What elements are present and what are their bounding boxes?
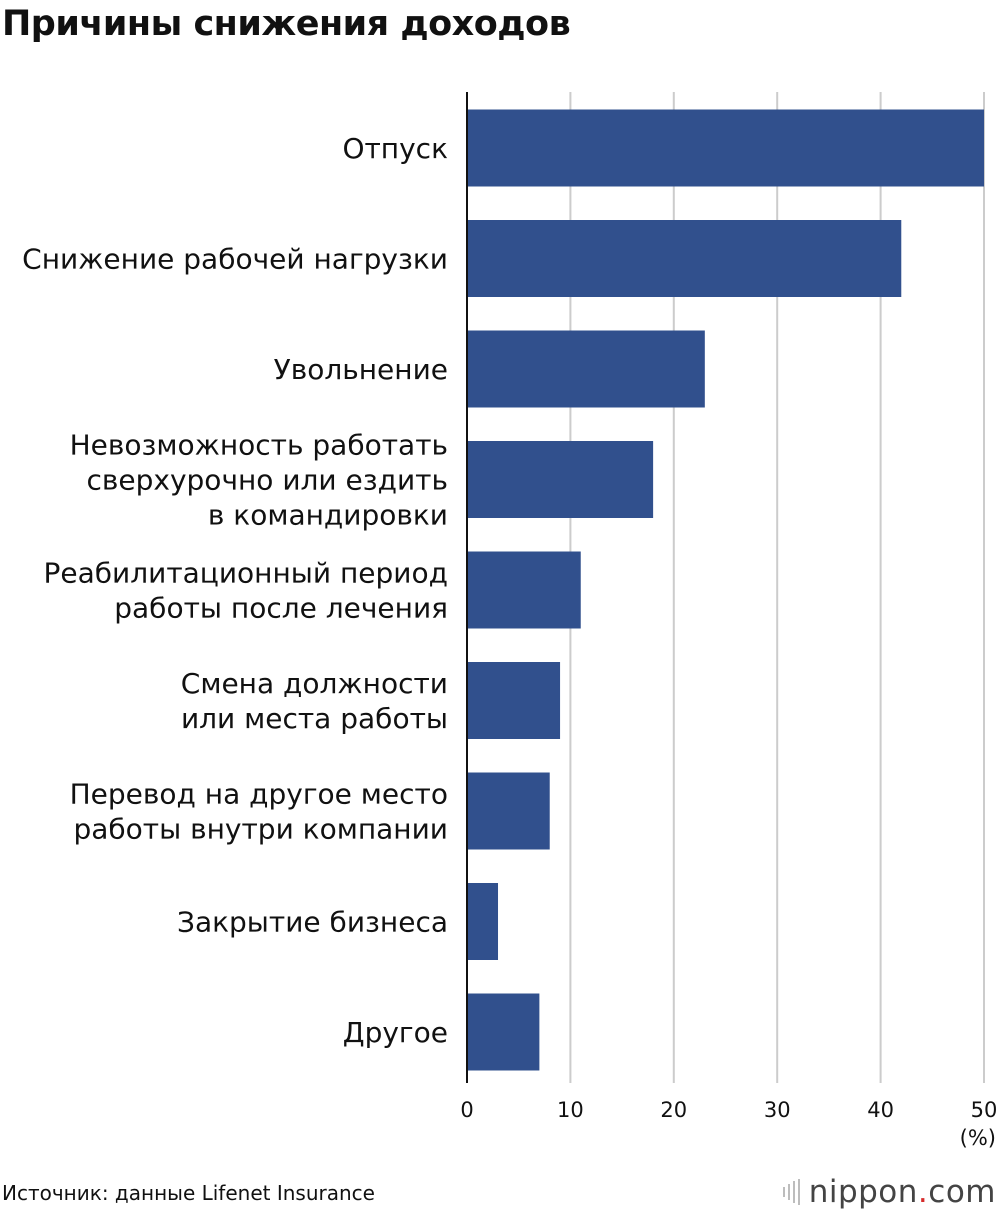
source-note: Источник: данные Lifenet Insurance bbox=[2, 1181, 375, 1205]
x-tick-label: 20 bbox=[660, 1098, 687, 1122]
x-tick-label: 30 bbox=[764, 1098, 791, 1122]
bar bbox=[467, 772, 550, 850]
nippon-logo: nippon. com bbox=[782, 1174, 996, 1210]
category-label: Невозможность работать сверхурочно или ез… bbox=[70, 429, 448, 532]
x-tick-label: 0 bbox=[460, 1098, 473, 1122]
category-label: Перевод на другое место работы внутри ком… bbox=[70, 778, 448, 846]
bar bbox=[467, 551, 581, 629]
bar bbox=[467, 993, 540, 1071]
bar bbox=[467, 662, 561, 739]
x-tick-label: 40 bbox=[867, 1098, 894, 1122]
logo-dot: . bbox=[917, 1174, 929, 1210]
x-unit-label: (%) bbox=[960, 1126, 996, 1150]
x-tick-label: 50 bbox=[971, 1098, 998, 1122]
nippon-bars-icon bbox=[782, 1179, 803, 1205]
logo-name: nippon bbox=[808, 1174, 918, 1210]
bars bbox=[467, 109, 984, 1071]
bar bbox=[467, 330, 705, 408]
category-labels: Отпуск Снижение рабочей нагрузки Увольнени… bbox=[22, 132, 448, 1049]
bar bbox=[467, 220, 902, 297]
bar bbox=[467, 109, 984, 187]
tick-labels: 0 10 20 30 40 50 (%) bbox=[460, 1098, 997, 1150]
bar-chart: Отпуск Снижение рабочей нагрузки Увольнени… bbox=[22, 92, 997, 1150]
category-label: Снижение рабочей нагрузки bbox=[22, 243, 448, 276]
category-label: Смена должности или места работы bbox=[181, 667, 448, 735]
bar bbox=[467, 441, 654, 518]
category-label: Другое bbox=[343, 1016, 448, 1049]
bar bbox=[467, 883, 499, 960]
chart-title: Причины снижения доходов bbox=[2, 4, 571, 44]
x-tick-label: 10 bbox=[557, 1098, 584, 1122]
logo-suffix: com bbox=[928, 1174, 996, 1210]
category-label: Отпуск bbox=[342, 132, 448, 165]
category-label: Увольнение bbox=[274, 353, 448, 386]
category-label: Закрытие бизнеса bbox=[177, 906, 448, 939]
category-label: Реабилитационный период работы после лече… bbox=[44, 557, 449, 625]
